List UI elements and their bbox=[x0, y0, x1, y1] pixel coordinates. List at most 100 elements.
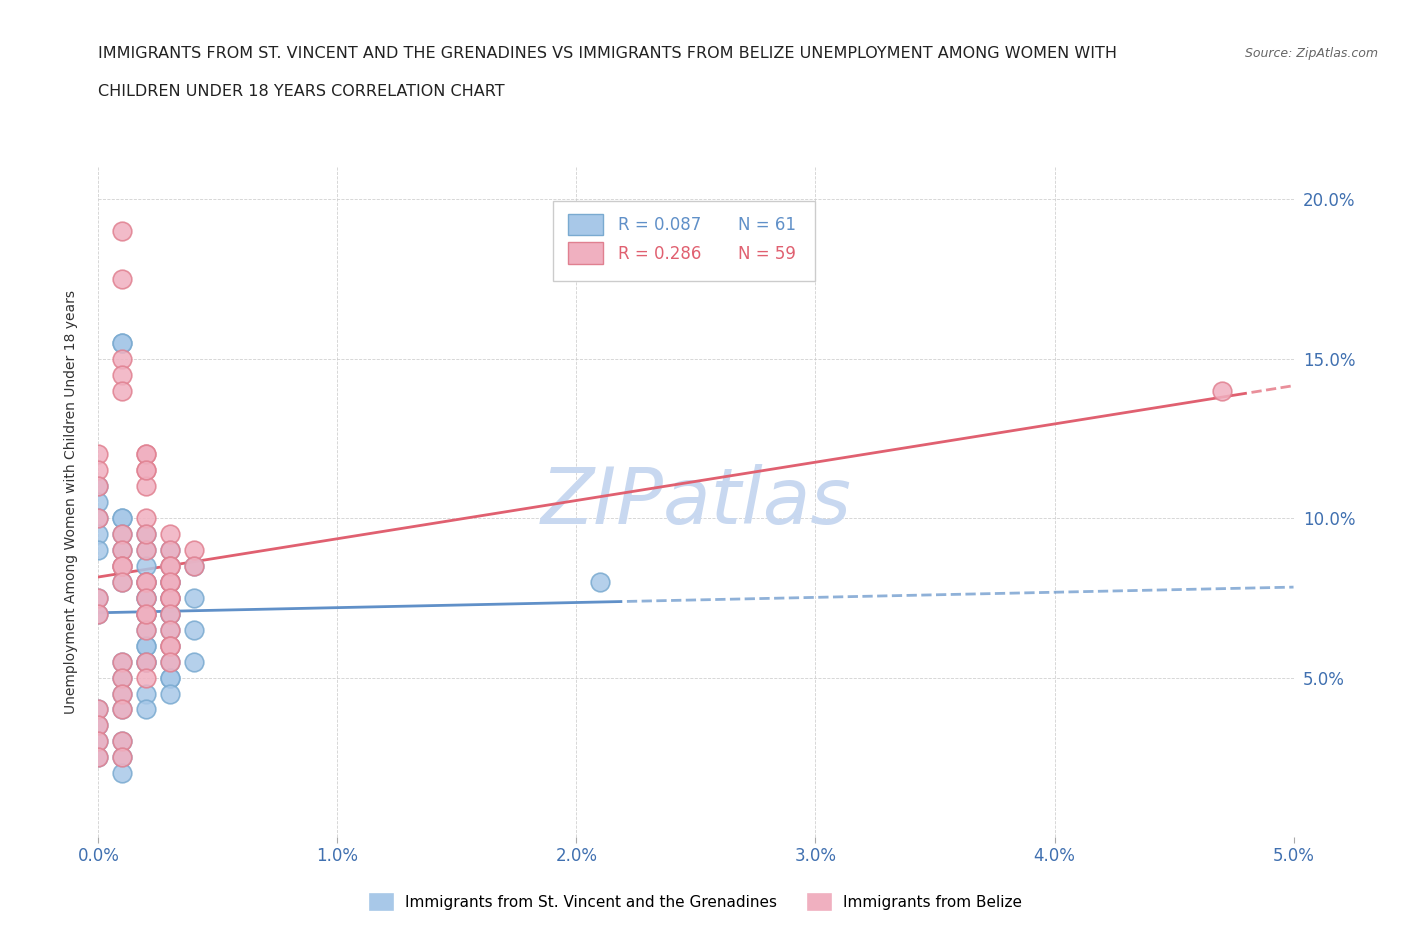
Y-axis label: Unemployment Among Women with Children Under 18 years: Unemployment Among Women with Children U… bbox=[63, 290, 77, 714]
Point bbox=[159, 686, 181, 701]
Point bbox=[135, 511, 157, 525]
Point bbox=[111, 526, 134, 541]
Point bbox=[159, 542, 181, 557]
Point bbox=[159, 591, 181, 605]
Point bbox=[111, 511, 134, 525]
Point bbox=[135, 447, 157, 462]
Point bbox=[87, 591, 110, 605]
Point bbox=[159, 606, 181, 621]
Point bbox=[159, 638, 181, 653]
Point bbox=[111, 526, 134, 541]
Point bbox=[135, 463, 157, 478]
Point bbox=[111, 686, 134, 701]
Point bbox=[183, 654, 205, 669]
Point bbox=[135, 606, 157, 621]
Point bbox=[111, 367, 134, 382]
Point bbox=[87, 447, 110, 462]
Point bbox=[135, 447, 157, 462]
Point bbox=[111, 671, 134, 685]
Point bbox=[111, 702, 134, 717]
Point bbox=[111, 750, 134, 764]
Point bbox=[159, 559, 181, 574]
Point bbox=[111, 575, 134, 590]
Point bbox=[111, 654, 134, 669]
Point bbox=[87, 734, 110, 749]
Point bbox=[135, 622, 157, 637]
Point bbox=[135, 575, 157, 590]
Point bbox=[111, 383, 134, 398]
Point bbox=[87, 495, 110, 510]
Point bbox=[87, 463, 110, 478]
Point bbox=[87, 718, 110, 733]
Point bbox=[159, 638, 181, 653]
Point bbox=[135, 542, 157, 557]
Point bbox=[111, 542, 134, 557]
Point bbox=[135, 606, 157, 621]
Point bbox=[159, 622, 181, 637]
Legend: Immigrants from St. Vincent and the Grenadines, Immigrants from Belize: Immigrants from St. Vincent and the Gren… bbox=[364, 888, 1028, 916]
Point bbox=[159, 671, 181, 685]
Point bbox=[111, 750, 134, 764]
Point bbox=[87, 750, 110, 764]
Point bbox=[87, 750, 110, 764]
Point bbox=[183, 542, 205, 557]
Point bbox=[159, 591, 181, 605]
Point bbox=[87, 479, 110, 494]
Point bbox=[135, 479, 157, 494]
Point bbox=[111, 765, 134, 780]
Point bbox=[159, 622, 181, 637]
Point bbox=[87, 606, 110, 621]
Point bbox=[87, 479, 110, 494]
Point bbox=[111, 511, 134, 525]
Point bbox=[135, 622, 157, 637]
Text: N = 59: N = 59 bbox=[738, 245, 796, 263]
Point bbox=[87, 606, 110, 621]
Point bbox=[135, 606, 157, 621]
Point bbox=[135, 591, 157, 605]
Point bbox=[111, 272, 134, 286]
Point bbox=[111, 686, 134, 701]
Point bbox=[183, 559, 205, 574]
Point bbox=[159, 575, 181, 590]
Point bbox=[87, 702, 110, 717]
Point bbox=[1211, 383, 1233, 398]
Point bbox=[135, 638, 157, 653]
Point bbox=[159, 606, 181, 621]
Point bbox=[135, 526, 157, 541]
Point bbox=[135, 591, 157, 605]
Point bbox=[111, 559, 134, 574]
Point bbox=[135, 606, 157, 621]
Point bbox=[87, 734, 110, 749]
Point bbox=[111, 559, 134, 574]
Point bbox=[111, 654, 134, 669]
FancyBboxPatch shape bbox=[568, 214, 603, 235]
Point bbox=[135, 575, 157, 590]
Point bbox=[159, 591, 181, 605]
Point bbox=[183, 622, 205, 637]
Point bbox=[159, 526, 181, 541]
Point bbox=[135, 638, 157, 653]
Text: Source: ZipAtlas.com: Source: ZipAtlas.com bbox=[1244, 46, 1378, 60]
FancyBboxPatch shape bbox=[568, 243, 603, 264]
Point bbox=[135, 542, 157, 557]
Point bbox=[111, 575, 134, 590]
Point bbox=[135, 575, 157, 590]
Point bbox=[135, 702, 157, 717]
Point bbox=[183, 559, 205, 574]
Point bbox=[111, 336, 134, 351]
Point bbox=[159, 542, 181, 557]
Point bbox=[87, 718, 110, 733]
Point bbox=[159, 575, 181, 590]
Point bbox=[87, 702, 110, 717]
Point bbox=[111, 702, 134, 717]
Point bbox=[589, 575, 612, 590]
Point bbox=[159, 559, 181, 574]
Point bbox=[135, 463, 157, 478]
Text: CHILDREN UNDER 18 YEARS CORRELATION CHART: CHILDREN UNDER 18 YEARS CORRELATION CHAR… bbox=[98, 84, 505, 99]
Point bbox=[135, 591, 157, 605]
Point bbox=[159, 654, 181, 669]
Point bbox=[159, 575, 181, 590]
Point bbox=[135, 559, 157, 574]
Point bbox=[87, 591, 110, 605]
Point bbox=[111, 734, 134, 749]
